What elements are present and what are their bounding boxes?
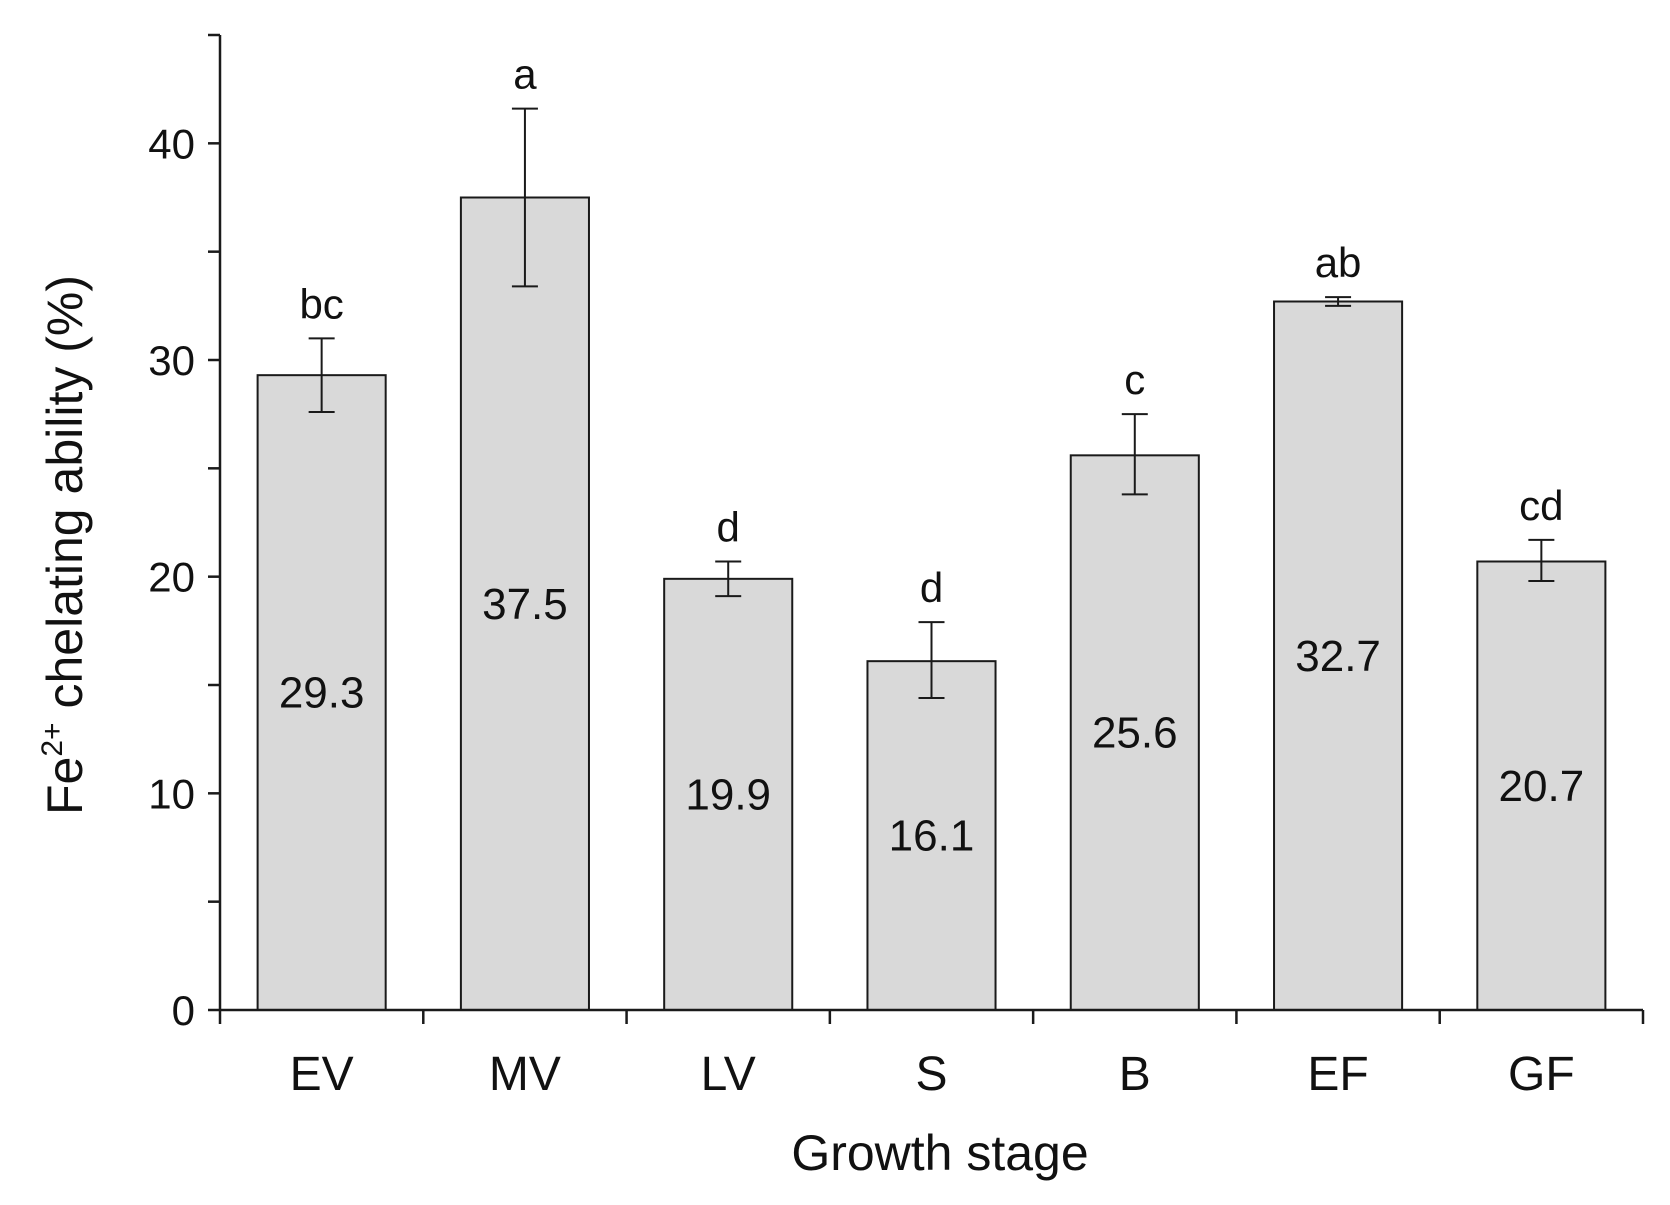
data-label-LV: 19.9 xyxy=(685,770,771,819)
bar-S xyxy=(866,660,997,1012)
data-label-B: 25.6 xyxy=(1092,709,1178,758)
significance-label-EV: bc xyxy=(299,280,343,327)
x-tick-label-EF: EF xyxy=(1307,1048,1368,1101)
significance-label-LV: d xyxy=(717,504,740,551)
x-axis-title: Growth stage xyxy=(791,1125,1088,1181)
y-axis-title-rest: chelating ability (%) xyxy=(37,275,93,722)
x-tick-label-B: B xyxy=(1119,1048,1151,1101)
y-axis-title-superscript: 2+ xyxy=(36,722,69,756)
y-axis-title: Fe2+ chelating ability (%) xyxy=(36,275,93,815)
data-label-S: 16.1 xyxy=(889,812,975,861)
significance-label-S: d xyxy=(920,564,943,611)
data-label-EF: 32.7 xyxy=(1295,632,1381,681)
significance-label-MV: a xyxy=(513,51,537,98)
data-label-EV: 29.3 xyxy=(279,669,365,718)
error-bars-layer xyxy=(308,107,1555,699)
significance-label-EF: ab xyxy=(1315,239,1362,286)
significance-label-GF: cd xyxy=(1519,482,1563,529)
data-label-GF: 20.7 xyxy=(1499,762,1585,811)
bars-layer xyxy=(256,196,1607,1012)
x-tick-label-GF: GF xyxy=(1508,1048,1575,1101)
y-tick-label-20: 20 xyxy=(148,554,195,601)
y-tick-label-0: 0 xyxy=(172,987,195,1034)
x-tick-label-LV: LV xyxy=(701,1048,756,1101)
y-tick-label-10: 10 xyxy=(148,770,195,817)
bar-B xyxy=(1069,454,1200,1012)
bar-EF xyxy=(1273,300,1404,1011)
x-tick-label-EV: EV xyxy=(290,1048,354,1101)
x-tick-label-S: S xyxy=(915,1048,947,1101)
y-axis-title-main: Fe xyxy=(37,757,93,815)
y-tick-label-30: 30 xyxy=(148,337,195,384)
significance-label-B: c xyxy=(1124,356,1145,403)
labels-layer: 29.3 bc EV 37.5 a MV 19.9 d LV 16.1 d S 25.6 c B 32.7 ab… xyxy=(148,51,1584,1101)
axes-layer xyxy=(208,33,1645,1024)
bar-EV xyxy=(256,374,387,1011)
y-tick-label-40: 40 xyxy=(148,120,195,167)
bar-MV xyxy=(459,196,590,1011)
x-tick-label-MV: MV xyxy=(489,1048,561,1101)
data-label-MV: 37.5 xyxy=(482,580,568,629)
